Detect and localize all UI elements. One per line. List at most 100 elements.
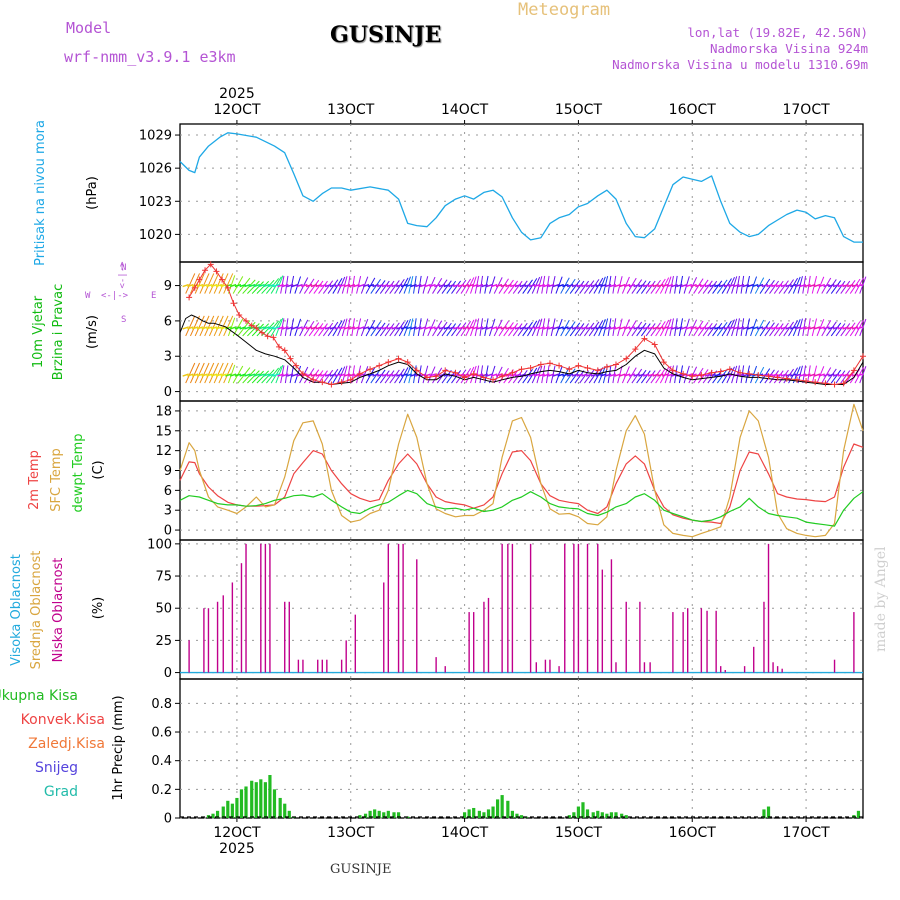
wind-barb-37-1 bbox=[360, 318, 369, 337]
top-year-label: 2025 bbox=[219, 86, 255, 102]
wind-row-tick-35-1 bbox=[348, 326, 356, 330]
wind-barb-97-0 bbox=[645, 280, 656, 294]
precip-bar-49 bbox=[596, 810, 600, 818]
wind-row-tick-129-1 bbox=[794, 326, 802, 330]
gust-marker-33 bbox=[424, 374, 431, 381]
precip-bar-23 bbox=[377, 810, 381, 818]
wind-row-tick-17-1 bbox=[263, 326, 270, 330]
gust-marker-69 bbox=[765, 373, 772, 380]
wind-row-tick-7-2 bbox=[215, 373, 223, 377]
wind-row-tick-25-0 bbox=[301, 283, 308, 288]
wind-row-tick-3-2 bbox=[196, 373, 204, 377]
gust-marker-27 bbox=[367, 366, 374, 373]
wind-row-tick-31-0 bbox=[329, 283, 337, 288]
gust-marker-30 bbox=[395, 355, 402, 362]
wind-row-tick-132-2 bbox=[809, 373, 816, 377]
wind-row-tick-106-0 bbox=[685, 283, 693, 288]
gust-marker-45 bbox=[537, 361, 544, 368]
wind-row-tick-124-2 bbox=[771, 373, 778, 377]
wind-row-tick-130-0 bbox=[799, 283, 807, 288]
wind-barb-87-2 bbox=[598, 366, 606, 384]
wind-row-tick-91-0 bbox=[614, 283, 621, 288]
wind-barb-133-1 bbox=[816, 319, 825, 337]
wind-row-tick-87-1 bbox=[595, 326, 602, 330]
precip-bar-46 bbox=[581, 802, 585, 818]
wind-row-tick-92-1 bbox=[619, 326, 626, 330]
wind-row-tick-68-1 bbox=[505, 326, 512, 330]
gust-marker-52 bbox=[603, 363, 610, 370]
gust-marker-61 bbox=[689, 373, 696, 380]
wind-row-tick-81-0 bbox=[566, 283, 574, 288]
wind-row-tick-103-0 bbox=[671, 283, 678, 288]
wind-barb-15-2 bbox=[256, 370, 270, 384]
wind-row-tick-38-0 bbox=[362, 283, 370, 288]
wind-row-tick-20-2 bbox=[277, 373, 284, 377]
wind-row-tick-108-0 bbox=[695, 283, 702, 288]
wind-row-tick-53-1 bbox=[434, 326, 441, 330]
precip-bar-10 bbox=[254, 782, 258, 818]
precip-bar-51 bbox=[605, 813, 609, 818]
wind-row-tick-96-1 bbox=[638, 326, 645, 330]
wind-barb-0-0 bbox=[185, 273, 196, 294]
wind-row-tick-22-0 bbox=[286, 283, 294, 288]
wind-barb-27-0 bbox=[313, 280, 324, 294]
wind-row-tick-9-1 bbox=[225, 326, 232, 330]
wind-row-tick-34-1 bbox=[343, 326, 351, 330]
wind-row-tick-40-0 bbox=[372, 283, 379, 288]
wind-speed-line bbox=[179, 314, 864, 385]
wind-row-tick-6-0 bbox=[210, 283, 218, 288]
compass-s: S bbox=[121, 315, 126, 325]
wind-row-tick-70-1 bbox=[514, 326, 522, 330]
wind-row-tick-91-1 bbox=[614, 326, 621, 330]
wind-barb-3-1 bbox=[199, 315, 210, 337]
wind-row-tick-5-0 bbox=[206, 283, 213, 288]
y-tick-label-0-0: 1020 bbox=[139, 228, 172, 243]
wind-row-tick-127-1 bbox=[785, 326, 792, 330]
wind-barb-123-1 bbox=[769, 323, 780, 337]
wind-row-tick-120-1 bbox=[752, 326, 759, 330]
wind-row-tick-88-2 bbox=[600, 373, 607, 377]
compass-arrow-v: <-|-> bbox=[118, 261, 128, 289]
wind-barb-7-0 bbox=[218, 273, 229, 294]
wind-row-tick-17-2 bbox=[263, 373, 270, 377]
wind-barb-27-2 bbox=[313, 370, 324, 384]
wind-row-tick-99-2 bbox=[652, 373, 659, 377]
wind-row-tick-89-0 bbox=[604, 283, 612, 288]
precip-bar-24 bbox=[382, 812, 386, 818]
wind-row-tick-72-1 bbox=[524, 326, 531, 330]
gust-marker-35 bbox=[442, 367, 449, 374]
wind-row-tick-23-2 bbox=[291, 373, 299, 377]
precip-bar-14 bbox=[272, 789, 277, 818]
precip-bar-21 bbox=[368, 810, 372, 818]
y-tick-label-4-3: 0.6 bbox=[151, 726, 172, 741]
y-tick-label-0-1: 1023 bbox=[139, 195, 172, 210]
wind-barb-53-0 bbox=[436, 279, 448, 294]
wind-row-tick-132-1 bbox=[809, 326, 816, 330]
wind-row-tick-77-1 bbox=[547, 326, 555, 330]
precip-bar-19 bbox=[358, 815, 362, 818]
wind-row-tick-10-2 bbox=[229, 373, 237, 377]
wind-row-tick-1-1 bbox=[187, 326, 194, 330]
wind-barb-136-1 bbox=[830, 322, 842, 337]
wind-row-tick-70-0 bbox=[514, 283, 522, 288]
wind-row-tick-125-1 bbox=[775, 326, 783, 330]
precip-axis-label: 1hr Precip (mm) bbox=[111, 695, 126, 800]
wind-barb-29-2 bbox=[322, 369, 334, 384]
wind-row-tick-78-2 bbox=[552, 373, 560, 377]
y-tick-label-0-3: 1029 bbox=[139, 129, 172, 144]
wind-barb-70-2 bbox=[517, 370, 528, 384]
wind-barb-6-2 bbox=[213, 362, 224, 384]
wind-barb-4-1 bbox=[204, 315, 215, 337]
wind-row-tick-40-2 bbox=[372, 373, 379, 377]
gust-marker-2 bbox=[196, 276, 203, 283]
precip-bar-9 bbox=[250, 780, 254, 818]
wind-barb-67-2 bbox=[503, 369, 514, 384]
wind-row-tick-55-1 bbox=[443, 326, 450, 330]
precip-bar-31 bbox=[472, 807, 476, 818]
wind-barb-13-1 bbox=[247, 323, 260, 337]
wind-barb-135-2 bbox=[826, 368, 837, 384]
y-tick-label-4-4: 0.8 bbox=[151, 697, 172, 712]
wind-row-tick-107-0 bbox=[690, 283, 697, 288]
wind-row-tick-29-1 bbox=[320, 326, 327, 330]
precip-legend-3: Snijeg bbox=[35, 760, 78, 776]
